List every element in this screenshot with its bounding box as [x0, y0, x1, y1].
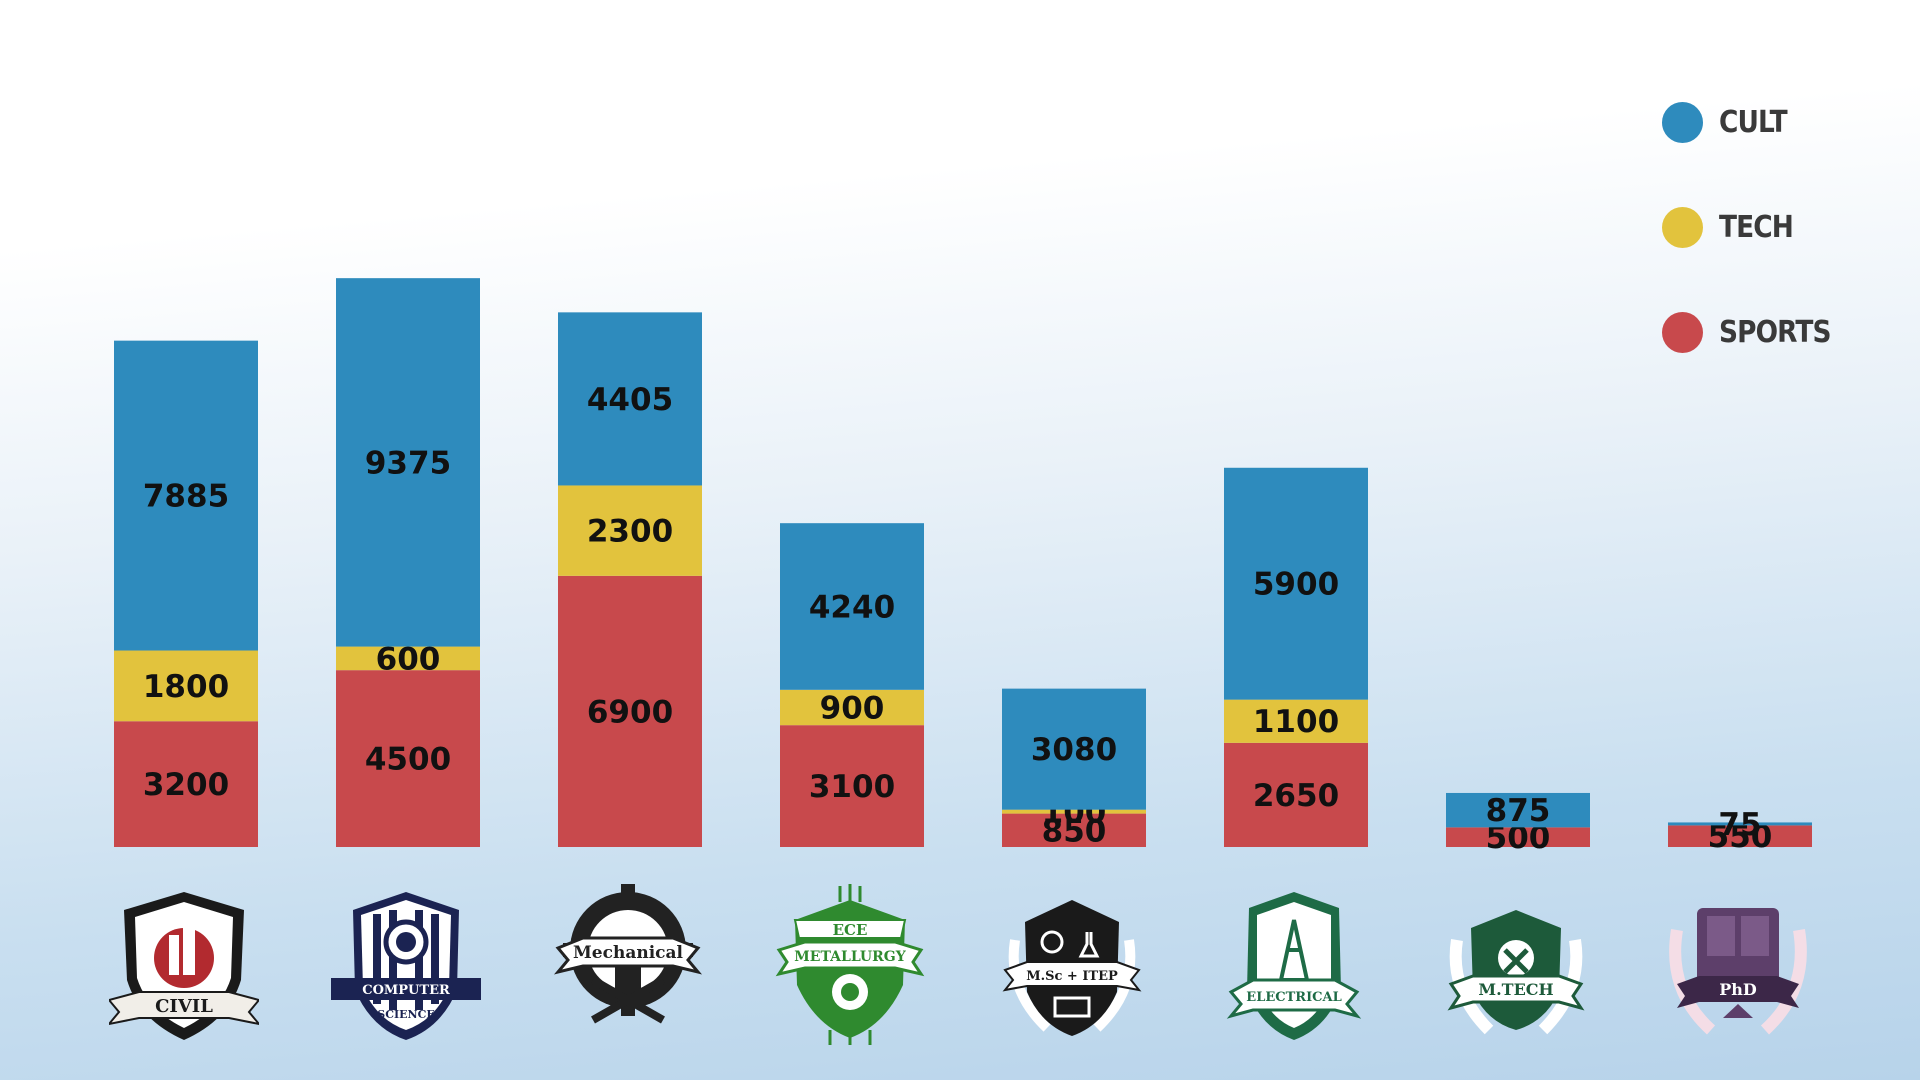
legend-label-cult: CULT [1719, 104, 1788, 140]
cse-logo: COMPUTER SCIENCE [331, 880, 481, 1050]
bar-sports-0 [114, 721, 258, 847]
data-label-tech-5: 1100 [1253, 704, 1339, 740]
microscope-tools-icon [1707, 916, 1735, 956]
bar-cult-4 [1002, 688, 1146, 810]
legend-label-tech: TECH [1719, 209, 1794, 245]
phd-logo-text: PhD [1719, 980, 1757, 999]
bar-tech-1 [336, 646, 480, 671]
legend-swatch-tech [1662, 206, 1703, 248]
data-label-sports-4: 850 [1042, 813, 1107, 849]
data-label-tech-2: 2300 [587, 514, 673, 550]
data-label-cult-3: 4240 [809, 589, 895, 625]
legend-swatch-cult [1662, 101, 1703, 143]
legend-item-cult: CULT [1662, 101, 1846, 143]
legend-swatch-sports [1662, 311, 1703, 353]
data-label-cult-1: 9375 [365, 445, 451, 481]
department-logos: CIVIL COMPUTER SCIENCE [0, 880, 1920, 1050]
bar-cult-3 [780, 523, 924, 690]
data-label-sports-5: 2650 [1253, 778, 1339, 814]
data-label-sports-1: 4500 [365, 742, 451, 778]
bar-tech-4 [1002, 809, 1146, 814]
bar-sports-2 [558, 575, 702, 847]
legend-item-tech: TECH [1662, 206, 1846, 248]
data-label-sports-0: 3200 [143, 767, 229, 803]
bar-tech-3 [780, 689, 924, 726]
bar-sports-5 [1224, 742, 1368, 847]
electrical-logo-text: ELECTRICAL [1246, 990, 1341, 1005]
data-label-cult-0: 7885 [143, 479, 229, 515]
bar-sports-1 [336, 670, 480, 847]
bar-sports-4 [1002, 813, 1146, 847]
electrical-logo: ELECTRICAL [1219, 880, 1369, 1050]
bar-tech-0 [114, 650, 258, 722]
civil-logo-text: CIVIL [155, 996, 213, 1017]
bar-sports-3 [780, 725, 924, 847]
bar-cult-7 [1668, 822, 1812, 826]
bar-cult-0 [114, 340, 258, 651]
legend: CULT TECH SPORTS [1662, 101, 1846, 417]
bar-tech-2 [558, 485, 702, 576]
bar-cult-1 [336, 278, 480, 647]
data-label-cult-4: 3080 [1031, 732, 1117, 768]
bar-cult-5 [1224, 467, 1368, 700]
msc-itep-logo: M.Sc + ITEP [997, 880, 1147, 1050]
legend-item-sports: SPORTS [1662, 311, 1846, 353]
legend-label-sports: SPORTS [1719, 314, 1832, 350]
cse-logo-text-1: COMPUTER [362, 983, 450, 998]
data-label-cult-7: 75 [1718, 807, 1761, 843]
mtech-logo-text: M.TECH [1478, 980, 1553, 999]
ece-logo-text-2: METALLURGY [794, 949, 906, 965]
mechanical-logo-text: Mechanical [573, 943, 684, 963]
cse-logo-text-2: SCIENCE [377, 1008, 434, 1021]
ece-logo-text-1: ECE [833, 921, 868, 939]
data-label-cult-6: 875 [1486, 793, 1551, 829]
data-label-sports-2: 6900 [587, 694, 673, 730]
bar-tech-5 [1224, 699, 1368, 743]
data-label-cult-2: 4405 [587, 382, 673, 418]
data-label-tech-0: 1800 [143, 669, 229, 705]
phd-logo: PhD [1663, 880, 1813, 1050]
ece-logo: ECE METALLURGY [775, 880, 925, 1050]
globe-flask-book-icon [1040, 930, 1064, 954]
data-label-tech-1: 600 [376, 641, 441, 677]
msc-itep-logo-text: M.Sc + ITEP [1026, 969, 1118, 984]
data-label-sports-3: 3100 [809, 769, 895, 805]
mechanical-logo: Mechanical [553, 880, 703, 1050]
data-label-tech-3: 900 [820, 690, 885, 726]
bar-sports-6 [1446, 827, 1590, 847]
bar-cult-2 [558, 312, 702, 486]
data-label-cult-5: 5900 [1253, 567, 1339, 603]
civil-logo: CIVIL [109, 880, 259, 1050]
mtech-logo: M.TECH [1441, 880, 1591, 1050]
bar-sports-7 [1668, 825, 1812, 847]
bar-cult-6 [1446, 792, 1590, 828]
